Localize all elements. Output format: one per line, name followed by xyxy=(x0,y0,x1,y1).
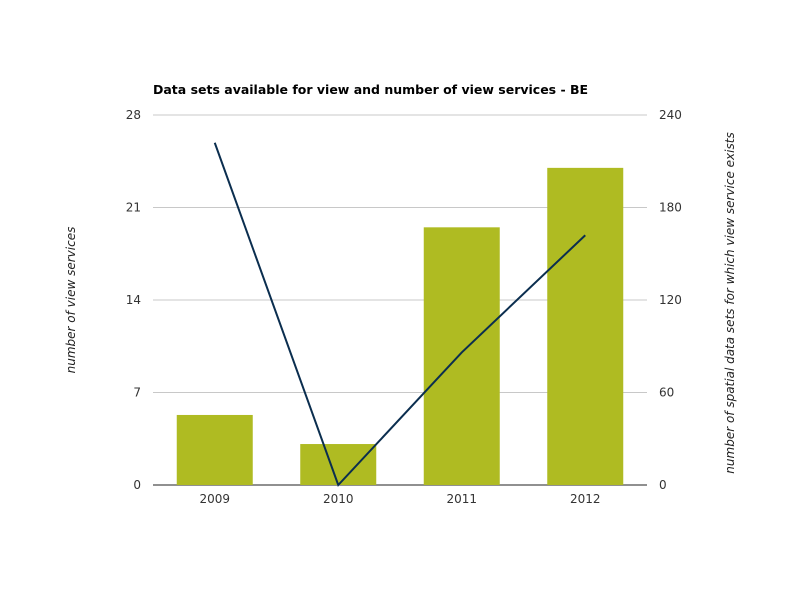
right-tick-label: 180 xyxy=(659,201,682,215)
bar-series xyxy=(176,167,624,486)
x-axis-ticks: 2009 2010 2011 2012 xyxy=(199,492,600,506)
left-tick-label: 14 xyxy=(126,293,141,307)
x-tick-label: 2012 xyxy=(570,492,601,506)
right-axis-ticks: 0 60 120 180 240 xyxy=(659,108,682,492)
right-axis-title: number of spatial data sets for which vi… xyxy=(723,132,737,473)
left-tick-label: 7 xyxy=(133,386,141,400)
left-tick-label: 28 xyxy=(126,108,141,122)
bar xyxy=(300,444,377,485)
right-tick-label: 120 xyxy=(659,293,682,307)
bar xyxy=(176,414,253,485)
right-tick-label: 240 xyxy=(659,108,682,122)
left-tick-label: 0 xyxy=(133,478,141,492)
x-tick-label: 2010 xyxy=(323,492,354,506)
series-line xyxy=(213,142,586,487)
bar xyxy=(423,227,500,486)
left-axis-title: number of view services xyxy=(64,227,78,374)
right-tick-label: 0 xyxy=(659,478,667,492)
left-tick-label: 21 xyxy=(126,201,141,215)
left-axis-ticks: 0 7 14 21 28 xyxy=(126,108,141,492)
x-tick-label: 2009 xyxy=(199,492,230,506)
bar xyxy=(547,167,624,485)
chart-title: Data sets available for view and number … xyxy=(153,82,588,97)
right-tick-label: 60 xyxy=(659,386,674,400)
x-tick-label: 2011 xyxy=(446,492,477,506)
line-series xyxy=(213,142,586,487)
